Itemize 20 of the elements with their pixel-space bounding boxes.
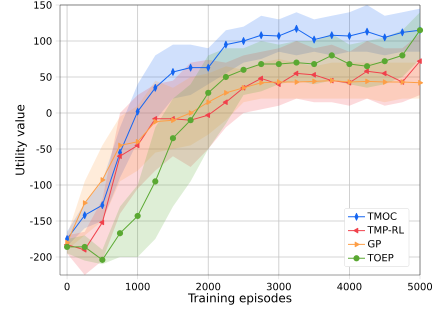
legend-label: TOEP	[367, 254, 394, 262]
x-tick-label: 5000	[408, 282, 432, 290]
y-tick-label: 0	[46, 109, 52, 117]
x-tick-label: 0	[64, 282, 70, 290]
y-tick-label: -100	[30, 181, 52, 189]
legend-label: TMOC	[367, 212, 396, 220]
x-tick-label: 4000	[337, 282, 362, 290]
legend-label: GP	[368, 240, 381, 248]
x-axis-title: Training episodes	[188, 293, 292, 305]
legend-label: TMP-RL	[367, 226, 404, 234]
y-tick-label: -200	[30, 253, 52, 261]
x-tick-label: 1000	[126, 282, 150, 290]
y-tick-label: 100	[34, 37, 52, 45]
y-axis-title: Utility value	[15, 104, 27, 175]
x-tick-label: 3000	[266, 282, 291, 290]
y-tick-label: 50	[40, 73, 52, 81]
y-tick-label: -150	[30, 217, 52, 225]
x-tick-label: 2000	[196, 282, 220, 290]
y-tick-label: -50	[36, 145, 52, 153]
y-tick-label: 150	[34, 1, 52, 9]
